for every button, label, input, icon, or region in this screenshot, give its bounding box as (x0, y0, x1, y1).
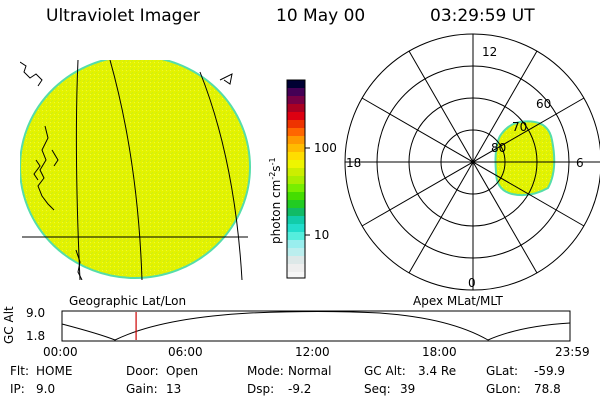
glon-value: 78.8 (534, 382, 561, 396)
ip-label: IP: (10, 382, 25, 396)
gcalt-label: GC Alt: (364, 364, 406, 378)
door-label: Door: (126, 364, 159, 378)
timeline-ymax: 9.0 (26, 306, 46, 320)
mlat-70-label: 70 (512, 120, 528, 134)
coastline (20, 61, 43, 87)
coastline (33, 159, 41, 181)
glat-label: GLat: (486, 364, 519, 378)
gcalt-value: 3.4 Re (418, 364, 457, 378)
colorbar-tick-100: 100 (314, 141, 337, 155)
colorbar-unit-label: photon cm-2s-1 (268, 157, 283, 244)
colorbar (286, 79, 310, 279)
gain-label: Gain: (126, 382, 158, 396)
meridian-line (199, 71, 243, 280)
timeline-tick-0000: 00:00 (43, 345, 78, 359)
timeline-plot (61, 310, 571, 342)
mode-label: Mode: (247, 364, 284, 378)
colorbar-tick-10: 10 (314, 228, 330, 242)
timeline-tick-1200: 12:00 (295, 345, 330, 359)
coastline (219, 73, 233, 85)
seq-label: Seq: (364, 382, 391, 396)
glat-value: -59.9 (534, 364, 566, 378)
coastline (51, 149, 59, 167)
timeline-tick-0600: 06:00 (168, 345, 203, 359)
meridian-line (75, 60, 81, 280)
polar-plot (344, 33, 600, 291)
ip-value: 9.0 (36, 382, 56, 396)
instrument-title: Ultraviolet Imager (46, 6, 200, 26)
mlat-80-label: 80 (491, 141, 507, 155)
mlt-6-label: 6 (576, 156, 584, 170)
flt-value: HOME (36, 364, 73, 378)
mode-value: Normal (288, 364, 332, 378)
gain-value: 13 (166, 382, 182, 396)
flt-label: Flt: (10, 364, 29, 378)
meridian-line (109, 60, 143, 280)
timeline-ymin: 1.8 (26, 329, 46, 343)
timeline-tick-1800: 18:00 (422, 345, 457, 359)
mlt-12-label: 12 (482, 45, 498, 59)
date-label: 10 May 00 (276, 6, 366, 26)
altitude-curve (61, 311, 571, 341)
glon-label: GLon: (486, 382, 521, 396)
mlat-60-label: 60 (536, 97, 552, 111)
dsp-value: -9.2 (288, 382, 312, 396)
coastline (37, 125, 55, 211)
geographic-image (20, 60, 251, 280)
apex-panel-label: Apex MLat/MLT (413, 294, 503, 308)
mlt-0-label: 0 (468, 276, 476, 290)
time-label: 03:29:59 UT (430, 6, 535, 26)
seq-value: 39 (400, 382, 416, 396)
geographic-panel-label: Geographic Lat/Lon (69, 294, 187, 308)
coastline (75, 249, 83, 280)
dsp-label: Dsp: (247, 382, 275, 396)
earth-disc (20, 60, 251, 279)
timeline-ylabel: GC Alt (2, 306, 16, 344)
auroral-oval (494, 120, 556, 197)
timeline-tick-2359: 23:59 (555, 345, 590, 359)
mlt-18-label: 18 (346, 156, 362, 170)
door-value: Open (166, 364, 199, 378)
